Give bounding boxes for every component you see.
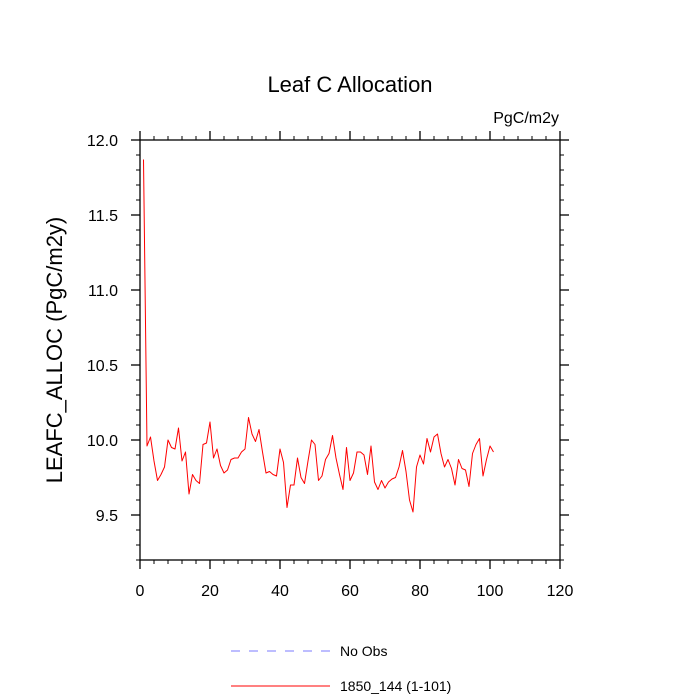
y-tick-label: 9.5 (96, 508, 118, 525)
y-axis-label: LEAFC_ALLOC (PgC/m2y) (42, 217, 67, 484)
y-tick-label: 10.5 (87, 358, 118, 375)
x-tick-label: 60 (341, 583, 359, 600)
series-line-1850-144 (143, 159, 494, 513)
x-tick-label: 120 (547, 583, 574, 600)
x-tick-label: 100 (477, 583, 504, 600)
legend-label-1850-144: 1850_144 (1-101) (340, 678, 451, 694)
plot-frame (139, 139, 561, 561)
x-tick-label: 20 (201, 583, 219, 600)
y-tick-label: 11.5 (88, 208, 118, 225)
x-tick-label: 40 (271, 583, 289, 600)
legend-label-no-obs: No Obs (340, 643, 387, 659)
y-tick-label: 11.0 (88, 283, 118, 300)
y-tick-label: 12.0 (87, 133, 118, 150)
x-tick-label: 0 (136, 583, 145, 600)
units-label: PgC/m2y (493, 110, 559, 127)
y-ticks: 9.5 10.0 10.5 11.0 11.5 12.0 (87, 133, 569, 561)
series-layer (143, 159, 494, 513)
y-tick-label: 10.0 (87, 433, 118, 450)
x-tick-label: 80 (411, 583, 429, 600)
x-ticks: 0 20 40 60 80 100 120 (136, 131, 574, 600)
chart-title: Leaf C Allocation (267, 72, 432, 97)
